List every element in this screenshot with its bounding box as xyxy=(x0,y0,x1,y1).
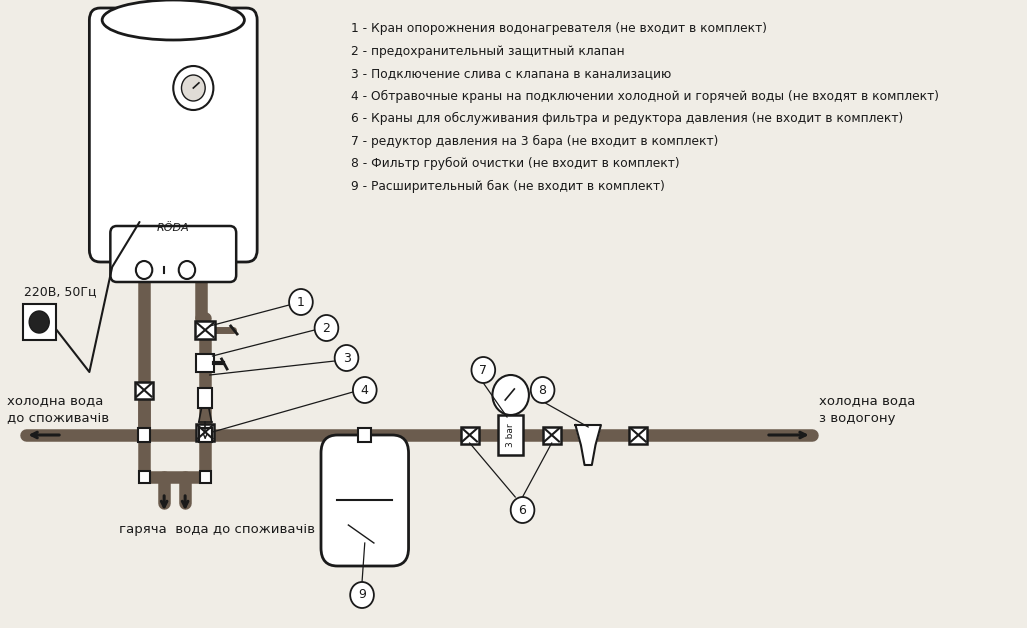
Circle shape xyxy=(531,377,555,403)
Circle shape xyxy=(29,311,49,333)
Text: 7 - редуктор давления на 3 бара (не входит в комплект): 7 - редуктор давления на 3 бара (не вход… xyxy=(351,134,719,148)
Bar xyxy=(196,354,215,372)
Ellipse shape xyxy=(102,0,244,40)
Text: 8 - Фильтр грубой очистки (не входит в комплект): 8 - Фильтр грубой очистки (не входит в к… xyxy=(351,157,680,170)
Text: 2 - предохранительный защитный клапан: 2 - предохранительный защитный клапан xyxy=(351,45,624,58)
Text: 2: 2 xyxy=(322,322,331,335)
Bar xyxy=(198,388,213,408)
Text: гаряча  вода до споживачів: гаряча вода до споживачів xyxy=(119,523,315,536)
Text: 4: 4 xyxy=(360,384,369,396)
Circle shape xyxy=(179,261,195,279)
Text: 1: 1 xyxy=(297,296,305,308)
Circle shape xyxy=(182,75,205,101)
Circle shape xyxy=(289,289,313,315)
Text: 3: 3 xyxy=(343,352,350,364)
Polygon shape xyxy=(575,425,601,465)
Bar xyxy=(630,426,647,443)
Bar xyxy=(195,321,216,339)
Text: 8: 8 xyxy=(538,384,546,396)
Text: 7: 7 xyxy=(480,364,488,377)
Circle shape xyxy=(335,345,358,371)
Circle shape xyxy=(136,261,152,279)
Bar xyxy=(138,428,151,442)
Bar xyxy=(135,381,153,399)
FancyBboxPatch shape xyxy=(321,435,409,566)
Circle shape xyxy=(174,66,214,110)
Bar xyxy=(196,423,215,440)
Text: 4 - Обтравочные краны на подключении холодной и горячей воды (не входят в компле: 4 - Обтравочные краны на подключении хол… xyxy=(351,90,939,102)
Bar xyxy=(542,426,561,443)
FancyBboxPatch shape xyxy=(89,8,257,262)
Bar xyxy=(23,304,55,340)
Text: 1 - Кран опорожнения водонагревателя (не входит в комплект): 1 - Кран опорожнения водонагревателя (не… xyxy=(351,22,767,35)
Circle shape xyxy=(314,315,338,341)
Text: RÖDA: RÖDA xyxy=(157,223,190,233)
Bar xyxy=(358,428,371,442)
Circle shape xyxy=(350,582,374,608)
Circle shape xyxy=(492,375,529,415)
Text: холодна вода
до споживачів: холодна вода до споживачів xyxy=(7,394,110,425)
Bar xyxy=(460,426,479,443)
Text: 3 - Подключение слива с клапана в канализацию: 3 - Подключение слива с клапана в канали… xyxy=(351,67,672,80)
Text: холодна вода
з водогону: холодна вода з водогону xyxy=(819,394,915,425)
Bar xyxy=(199,428,212,442)
Text: 220В, 50Гц: 220В, 50Гц xyxy=(24,285,97,298)
Circle shape xyxy=(471,357,495,383)
Bar xyxy=(199,471,211,483)
Text: 6: 6 xyxy=(519,504,527,516)
Text: 6 - Краны для обслуживания фильтра и редуктора давления (не входит в комплект): 6 - Краны для обслуживания фильтра и ред… xyxy=(351,112,904,125)
Text: 9 - Расширительный бак (не входит в комплект): 9 - Расширительный бак (не входит в комп… xyxy=(351,180,664,193)
Circle shape xyxy=(510,497,534,523)
Bar xyxy=(498,415,524,455)
Text: 9: 9 xyxy=(358,588,366,602)
Circle shape xyxy=(353,377,377,403)
Text: 3 bar: 3 bar xyxy=(506,423,516,447)
FancyBboxPatch shape xyxy=(110,226,236,282)
Bar xyxy=(139,471,150,483)
